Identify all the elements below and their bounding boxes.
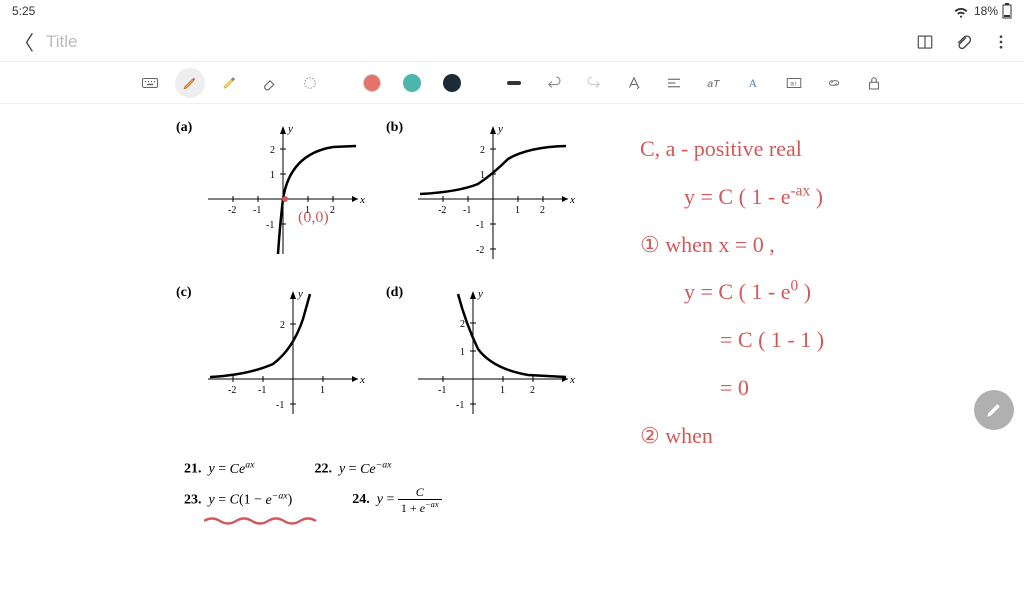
svg-text:2: 2: [480, 145, 485, 156]
svg-text:-2: -2: [438, 205, 446, 216]
text-box-tool[interactable]: a↕: [779, 68, 809, 98]
svg-text:x: x: [359, 374, 365, 386]
battery-percent: 18%: [974, 4, 998, 18]
svg-text:-2: -2: [228, 385, 236, 396]
svg-text:-1: -1: [438, 385, 446, 396]
hw-line-4: y = C ( 1 - e0 ): [640, 271, 824, 313]
svg-text:-1: -1: [276, 400, 284, 411]
equation-23: 23. y = C(1 − e−ax): [184, 485, 292, 516]
eraser-tool[interactable]: [255, 68, 285, 98]
svg-text:x: x: [569, 374, 575, 386]
color-red[interactable]: [357, 68, 387, 98]
svg-text:1: 1: [270, 170, 275, 181]
status-bar: 5:25 18%: [0, 0, 1024, 22]
svg-text:x: x: [569, 194, 575, 206]
hw-line-7: ② when: [640, 415, 824, 457]
svg-text:-1: -1: [476, 220, 484, 231]
svg-text:2: 2: [280, 320, 285, 331]
svg-text:y: y: [297, 288, 303, 300]
svg-text:y: y: [477, 288, 483, 300]
svg-text:-2: -2: [228, 205, 236, 216]
toolbar: aT A a↕: [0, 62, 1024, 104]
svg-text:y: y: [287, 123, 293, 135]
svg-text:A: A: [749, 77, 758, 89]
svg-text:-1: -1: [258, 385, 266, 396]
hw-line-3: ① when x = 0 ,: [640, 224, 824, 266]
color-teal[interactable]: [397, 68, 427, 98]
pen-tool[interactable]: [175, 68, 205, 98]
svg-text:-1: -1: [463, 205, 471, 216]
hw-line-2: y = C ( 1 - e-ax ): [640, 176, 824, 218]
status-time: 5:25: [12, 4, 35, 18]
link-tool[interactable]: [819, 68, 849, 98]
align-tool[interactable]: [659, 68, 689, 98]
equation-21: 21. y = Ceax: [184, 454, 254, 485]
status-right: 18%: [952, 2, 1012, 20]
graph-panel-d: (d) x y -1 1 2 1 2 -1: [378, 279, 578, 429]
svg-text:1: 1: [500, 385, 505, 396]
origin-annotation: (0,0): [298, 209, 329, 227]
svg-text:1: 1: [460, 347, 465, 358]
graph-panel-b: (b) x y -2 -1 1 2 1 2 -1 -2: [378, 114, 578, 264]
svg-text:a↕: a↕: [790, 80, 797, 87]
italic-text-tool[interactable]: aT: [699, 68, 729, 98]
svg-text:2: 2: [540, 205, 545, 216]
svg-text:-1: -1: [456, 400, 464, 411]
textbook-excerpt: (a) x y -2 -1 1 2 1 2 -1 (0,0): [168, 114, 586, 544]
battery-icon: [1002, 3, 1012, 19]
back-button[interactable]: 〈: [14, 27, 34, 56]
undo-tool[interactable]: [539, 68, 569, 98]
equations-block: 21. y = Ceax 22. y = Ce−ax 23. y = C(1 −…: [184, 454, 442, 517]
svg-text:2: 2: [460, 319, 465, 330]
text-format-tool[interactable]: [619, 68, 649, 98]
more-icon[interactable]: [992, 33, 1010, 51]
svg-text:2: 2: [330, 205, 335, 216]
edit-fab[interactable]: [974, 390, 1014, 430]
hw-line-5: = C ( 1 - 1 ): [640, 319, 824, 361]
panel-c-label: (c): [176, 285, 192, 301]
hw-line-1: C, a - positive real: [640, 128, 824, 170]
svg-text:x: x: [359, 194, 365, 206]
page-title[interactable]: Title: [46, 32, 78, 52]
lock-tool[interactable]: [859, 68, 889, 98]
svg-text:1: 1: [320, 385, 325, 396]
keyboard-tool[interactable]: [135, 68, 165, 98]
redo-tool[interactable]: [579, 68, 609, 98]
highlighter-tool[interactable]: [215, 68, 245, 98]
wifi-icon: [952, 2, 970, 20]
pencil-icon: [984, 400, 1004, 420]
svg-text:2: 2: [270, 145, 275, 156]
wavy-underline: [204, 516, 324, 526]
color-dark[interactable]: [437, 68, 467, 98]
equation-22: 22. y = Ce−ax: [314, 454, 391, 485]
graph-panel-c: (c) x y -2 -1 1 2 -1: [168, 279, 368, 429]
svg-text:aT: aT: [707, 77, 721, 89]
panel-b-label: (b): [386, 120, 403, 136]
svg-text:1: 1: [515, 205, 520, 216]
attachment-icon[interactable]: [954, 33, 972, 51]
svg-text:-1: -1: [266, 220, 274, 231]
svg-text:2: 2: [530, 385, 535, 396]
font-style-tool[interactable]: A: [739, 68, 769, 98]
panel-d-label: (d): [386, 285, 403, 301]
graph-panel-a: (a) x y -2 -1 1 2 1 2 -1 (0,0): [168, 114, 368, 264]
reader-icon[interactable]: [916, 33, 934, 51]
title-bar: 〈 Title: [0, 22, 1024, 62]
svg-text:-2: -2: [476, 245, 484, 256]
svg-text:-1: -1: [253, 205, 261, 216]
equation-24: 24. y = C1 + e−ax: [352, 485, 441, 516]
handwriting-notes: C, a - positive real y = C ( 1 - e-ax ) …: [640, 128, 824, 463]
stroke-width-tool[interactable]: [499, 68, 529, 98]
svg-text:y: y: [497, 123, 503, 135]
lasso-tool[interactable]: [295, 68, 325, 98]
panel-a-label: (a): [176, 120, 192, 136]
canvas-area[interactable]: (a) x y -2 -1 1 2 1 2 -1 (0,0): [0, 104, 1024, 614]
hw-line-6: = 0: [640, 367, 824, 409]
